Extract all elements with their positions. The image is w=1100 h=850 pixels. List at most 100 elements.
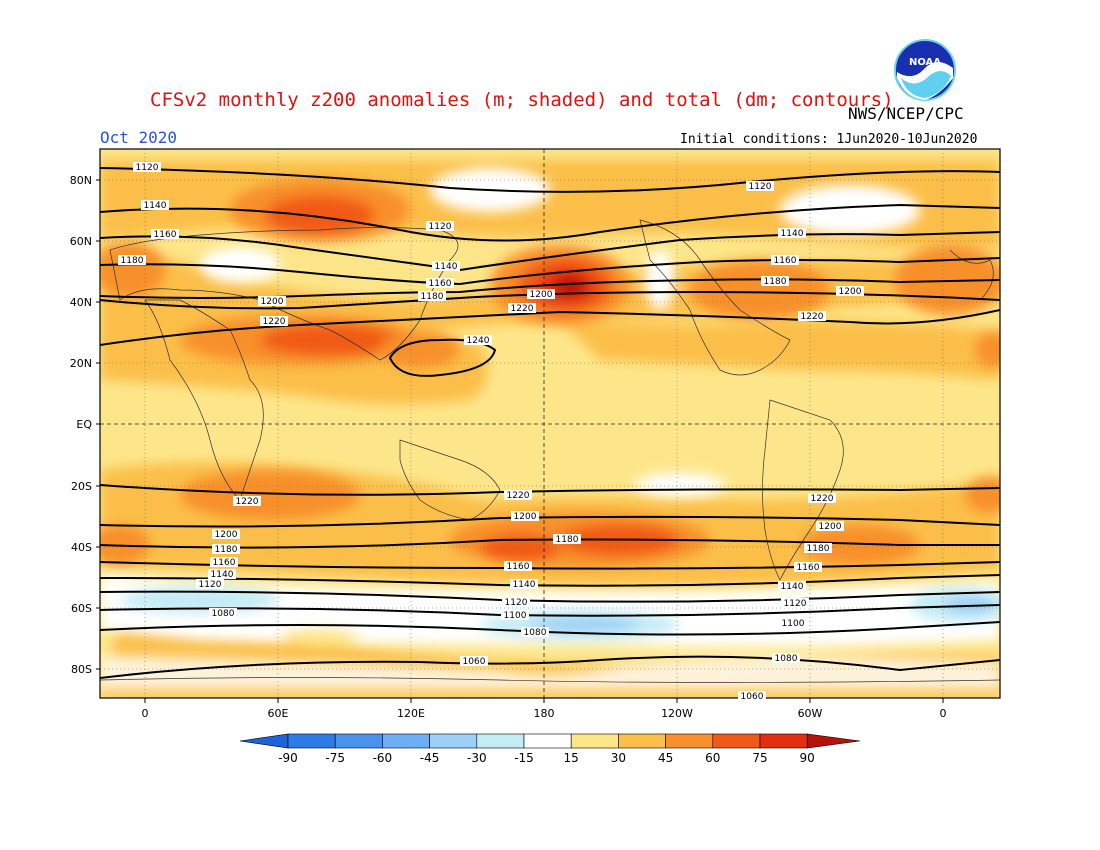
- contour-labels: 1120 1140 1160 1180 1200 1220 1120 1140 1160 1180…: [118, 162, 864, 702]
- colorbar-label: -30: [467, 751, 487, 765]
- contour-label-bg: [553, 534, 581, 544]
- contour-label-bg: [794, 562, 822, 572]
- contour-label-bg: [772, 653, 800, 663]
- contour-label: 1120: [505, 598, 528, 608]
- contour-label-bg: [426, 278, 454, 288]
- contour-label-bg: [778, 581, 806, 591]
- contour-label: 1220: [511, 304, 534, 314]
- contour-label: 1140: [144, 201, 167, 211]
- colorbar-swatch: [665, 733, 714, 749]
- contour-label-bg: [418, 291, 446, 301]
- contour-label: 1200: [215, 530, 238, 540]
- contour-label-bg: [778, 228, 806, 238]
- colorbar-swatch: [712, 733, 761, 749]
- contour-label: 1220: [236, 497, 259, 507]
- colorbar: -90 -75 -60 -45 -30 -15 15 30 45 60 75 90: [239, 733, 861, 765]
- colorbar-swatch: [429, 733, 478, 749]
- contour-label-bg: [464, 335, 492, 345]
- contour-label-bg: [210, 557, 238, 567]
- contour-label: 1120: [784, 599, 807, 609]
- contour-label: 1100: [782, 619, 805, 629]
- contour-label: 1160: [154, 230, 177, 240]
- lon-label: 120W: [661, 707, 693, 720]
- anomaly-shading: [100, 149, 1000, 698]
- contour-label-bg: [761, 276, 789, 286]
- contour-label: 1220: [801, 312, 824, 322]
- colorbar-swatch: [382, 733, 430, 749]
- colorbar-label: -75: [325, 751, 345, 765]
- colorbar-swatch: [523, 733, 572, 749]
- agency-label: NWS/NCEP/CPC: [848, 104, 964, 123]
- longitude-labels: 0 60E 120E 180 120W 60W 0: [142, 698, 947, 720]
- contour-label-bg: [196, 579, 224, 589]
- contour-label: 1160: [507, 562, 530, 572]
- contour-label-bg: [804, 543, 832, 553]
- lat-label: 40N: [70, 296, 92, 309]
- contour-label-bg: [779, 618, 807, 628]
- lat-label: 80N: [70, 174, 92, 187]
- contour-label: 1120: [429, 222, 452, 232]
- lat-label: 80S: [71, 663, 92, 676]
- lon-label: 60E: [268, 707, 289, 720]
- colorbar-swatch: [287, 733, 336, 749]
- colorbar-swatch: [759, 733, 808, 749]
- lat-label: EQ: [76, 418, 92, 431]
- contour-label-bg: [527, 289, 555, 299]
- contour-label-bg: [501, 610, 529, 620]
- contour-label: 1240: [467, 336, 490, 346]
- contour-label-bg: [504, 561, 532, 571]
- contour-label: 1180: [121, 256, 144, 266]
- contour-label: 1140: [513, 580, 536, 590]
- contour-label: 1200: [530, 290, 553, 300]
- contour-label-bg: [502, 597, 530, 607]
- contour-label: 1180: [807, 544, 830, 554]
- contour-label-bg: [808, 493, 836, 503]
- contour-label-bg: [521, 627, 549, 637]
- contour-label-bg: [151, 229, 179, 239]
- contour-label: 1200: [819, 522, 842, 532]
- colorbar-label: -60: [373, 751, 393, 765]
- equator-dateline: [100, 149, 1000, 698]
- contour-label: 1160: [774, 256, 797, 266]
- coastlines: [100, 219, 1000, 683]
- lat-label: 20N: [70, 357, 92, 370]
- lat-label: 40S: [71, 541, 92, 554]
- contour-label: 1120: [749, 182, 772, 192]
- contour-label: 1180: [215, 545, 238, 555]
- colorbar-label: 30: [611, 751, 626, 765]
- contour-label: 1200: [261, 297, 284, 307]
- contour-label: 1220: [507, 491, 530, 501]
- colorbar-label: -15: [514, 751, 534, 765]
- colorbar-label: 90: [800, 751, 815, 765]
- contour-label-bg: [511, 511, 539, 521]
- contour-label: 1100: [504, 611, 527, 621]
- contour-label: 1180: [764, 277, 787, 287]
- colorbar-label: 45: [658, 751, 673, 765]
- colorbar-swatch: [476, 733, 525, 749]
- contour-label-bg: [432, 261, 460, 271]
- contour-label: 1060: [463, 657, 486, 667]
- lon-label: 0: [940, 707, 947, 720]
- contour-label: 1080: [212, 609, 235, 619]
- colorbar-label: 15: [564, 751, 579, 765]
- contour-label-bg: [460, 656, 488, 666]
- contour-label: 1060: [741, 692, 764, 702]
- contour-label-bg: [836, 286, 864, 296]
- forecast-month: Oct 2020: [100, 128, 178, 147]
- contour-label-bg: [260, 316, 288, 326]
- lon-label: 0: [142, 707, 149, 720]
- colorbar-swatch: [334, 733, 383, 749]
- colorbar-label: -90: [278, 751, 298, 765]
- svg-text:NOAA: NOAA: [909, 57, 941, 68]
- contour-label-bg: [212, 529, 240, 539]
- lat-label: 60S: [71, 602, 92, 615]
- contour-label: 1180: [421, 292, 444, 302]
- lon-label: 120E: [397, 707, 425, 720]
- contour-label-bg: [133, 162, 161, 172]
- contour-label: 1220: [263, 317, 286, 327]
- contour-label: 1080: [775, 654, 798, 664]
- contour-label: 1160: [429, 279, 452, 289]
- contour-label: 1120: [199, 580, 222, 590]
- contour-label-bg: [771, 255, 799, 265]
